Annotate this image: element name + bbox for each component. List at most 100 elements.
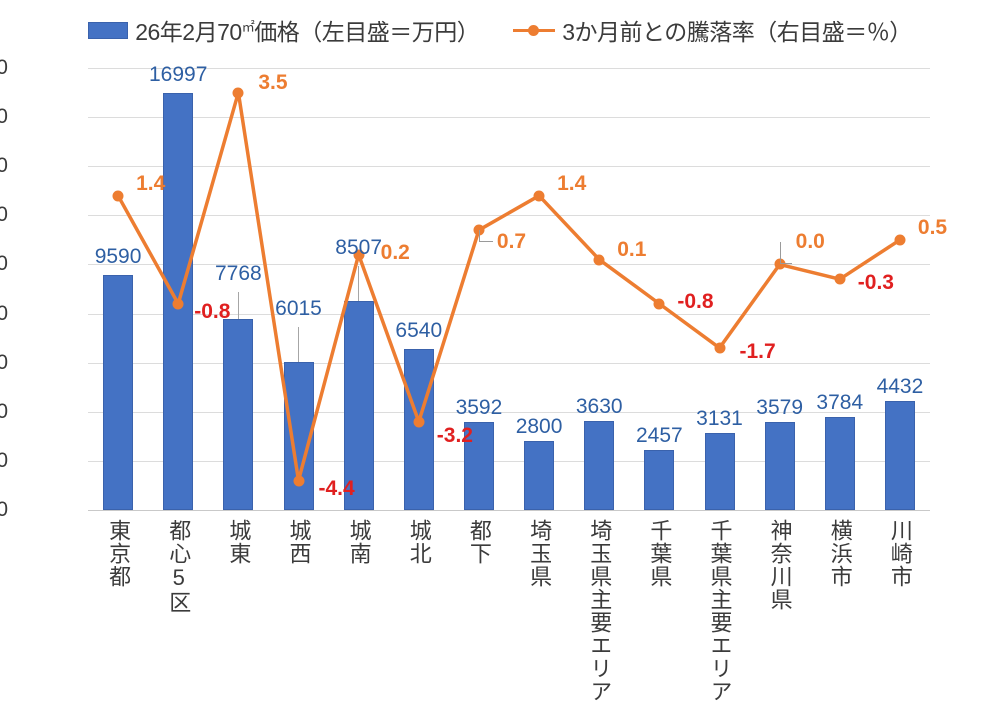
gridline — [88, 117, 930, 119]
y-axis-left-tick: 14000 — [0, 154, 8, 178]
gridline — [88, 264, 930, 266]
x-axis-category-label: 城西 — [286, 519, 312, 565]
label-leader-line — [779, 242, 792, 265]
line-value-label: 1.4 — [557, 171, 587, 195]
data-point-marker[interactable] — [293, 475, 304, 487]
legend-line-label: 3か月前との騰落率（右目盛＝％） — [562, 19, 912, 45]
data-point-marker[interactable] — [894, 234, 906, 246]
bar-value-label: 6015 — [275, 296, 322, 320]
bar-value-label: 3131 — [696, 407, 743, 431]
bar-value-label: 16997 — [149, 62, 208, 86]
label-leader-line — [478, 230, 493, 243]
y-axis-left-tick: 0 — [0, 498, 8, 521]
x-axis-category-label: 千葉県主要エリア — [707, 519, 733, 703]
legend-bar-swatch-icon — [88, 21, 129, 39]
x-axis-category-label: 神奈川県 — [767, 519, 793, 611]
y-axis-left-tick: 18000 — [0, 56, 8, 79]
y-axis-left-tick: 8000 — [0, 301, 8, 325]
gridline — [88, 411, 930, 413]
line-value-label: 0.2 — [380, 240, 410, 264]
bar[interactable] — [524, 441, 555, 510]
error-bar — [358, 265, 360, 302]
line-value-label: -3.2 — [436, 423, 473, 447]
gridline — [88, 68, 930, 69]
y-axis-left-tick: 6000 — [0, 350, 8, 374]
line-value-label: 3.5 — [258, 70, 288, 94]
bar[interactable] — [403, 349, 434, 510]
y-axis-left-tick: 10000 — [0, 252, 8, 276]
bar[interactable] — [463, 421, 494, 510]
bar[interactable] — [103, 274, 134, 510]
legend-bar-label: 26年2月70㎡価格（左目盛＝万円） — [135, 19, 480, 45]
bar-value-label: 7768 — [214, 262, 262, 286]
bar-value-label: 9590 — [94, 244, 142, 268]
data-point-marker[interactable] — [413, 416, 425, 428]
bar[interactable] — [824, 417, 855, 510]
x-axis-category-label: 城北 — [406, 519, 432, 565]
x-axis-category-label: 都心5区 — [166, 519, 192, 614]
line-value-label: -0.8 — [194, 299, 231, 323]
line-value-label: -0.8 — [677, 289, 714, 313]
chart-legend: 26年2月70㎡価格（左目盛＝万円） 3か月前との騰落率（右目盛＝％） — [0, 10, 1000, 50]
bar[interactable] — [644, 449, 675, 510]
line-value-label: 0.7 — [496, 230, 527, 254]
x-axis-category-label: 城東 — [226, 519, 252, 565]
data-point-marker[interactable] — [112, 190, 124, 202]
legend-item-bar[interactable]: 26年2月70㎡価格（左目盛＝万円） — [88, 13, 480, 47]
x-axis-category-label: 埼玉県主要エリア — [587, 519, 613, 703]
plot-area: 0 2000 4000 6000 8000 10000 12000 14000 16000 180… — [0, 56, 947, 521]
line-value-label: -4.4 — [318, 476, 355, 500]
x-axis-category-label: 千葉県 — [647, 519, 673, 588]
error-bar — [237, 292, 239, 320]
y-axis-left-tick: 4000 — [0, 399, 8, 423]
x-axis-category-label: 横浜市 — [827, 519, 853, 588]
y-axis-left-tick: 2000 — [0, 448, 8, 472]
bar[interactable] — [343, 301, 374, 510]
error-bar — [298, 326, 299, 363]
line-value-label: -1.7 — [739, 339, 776, 363]
bar[interactable] — [764, 422, 795, 510]
data-point-marker[interactable] — [834, 273, 846, 285]
line-value-label: 0.1 — [617, 237, 647, 261]
bar-value-label: 3592 — [455, 395, 503, 419]
bar-value-label: 4432 — [876, 375, 924, 399]
bar[interactable] — [704, 433, 735, 510]
data-point-marker[interactable] — [172, 298, 184, 310]
bar[interactable] — [884, 401, 915, 510]
gridline — [88, 313, 930, 315]
legend-item-line[interactable]: 3か月前との騰落率（右目盛＝％） — [513, 13, 912, 47]
gridline — [88, 215, 930, 217]
line-value-label: 1.4 — [136, 171, 166, 195]
line-value-label: 0.5 — [917, 215, 948, 239]
data-point-marker[interactable] — [714, 342, 725, 354]
gridline — [88, 510, 930, 511]
line-series — [116, 90, 901, 483]
data-point-marker[interactable] — [353, 249, 365, 261]
bar-value-label: 8507 — [335, 235, 382, 259]
bar-value-label: 2800 — [515, 415, 563, 439]
data-point-marker[interactable] — [533, 190, 545, 202]
x-axis-category-label: 都下 — [466, 519, 492, 565]
data-point-marker[interactable] — [232, 87, 244, 99]
gridline — [88, 166, 930, 168]
bar-value-label: 3784 — [816, 391, 864, 415]
data-point-marker[interactable] — [653, 298, 665, 310]
gridline — [88, 362, 930, 364]
bar[interactable] — [223, 319, 254, 510]
x-axis-category-label: 埼玉県 — [527, 519, 553, 588]
legend-line-swatch-icon — [513, 23, 556, 37]
y-axis-left-tick: 12000 — [0, 203, 8, 227]
bar-value-label: 3630 — [575, 394, 623, 418]
line-value-label: -0.3 — [857, 271, 894, 295]
bar-value-label: 2457 — [635, 423, 683, 447]
bar-value-label: 3579 — [756, 396, 803, 420]
x-axis-category-label: 東京都 — [106, 519, 132, 588]
bar[interactable] — [584, 420, 615, 510]
bar-value-label: 6540 — [395, 319, 443, 343]
line-value-label: 0.0 — [795, 230, 825, 254]
x-axis-category-label: 城南 — [346, 519, 372, 565]
y-axis-left-tick: 16000 — [0, 105, 8, 129]
gridline — [88, 460, 930, 462]
data-point-marker[interactable] — [593, 254, 605, 266]
